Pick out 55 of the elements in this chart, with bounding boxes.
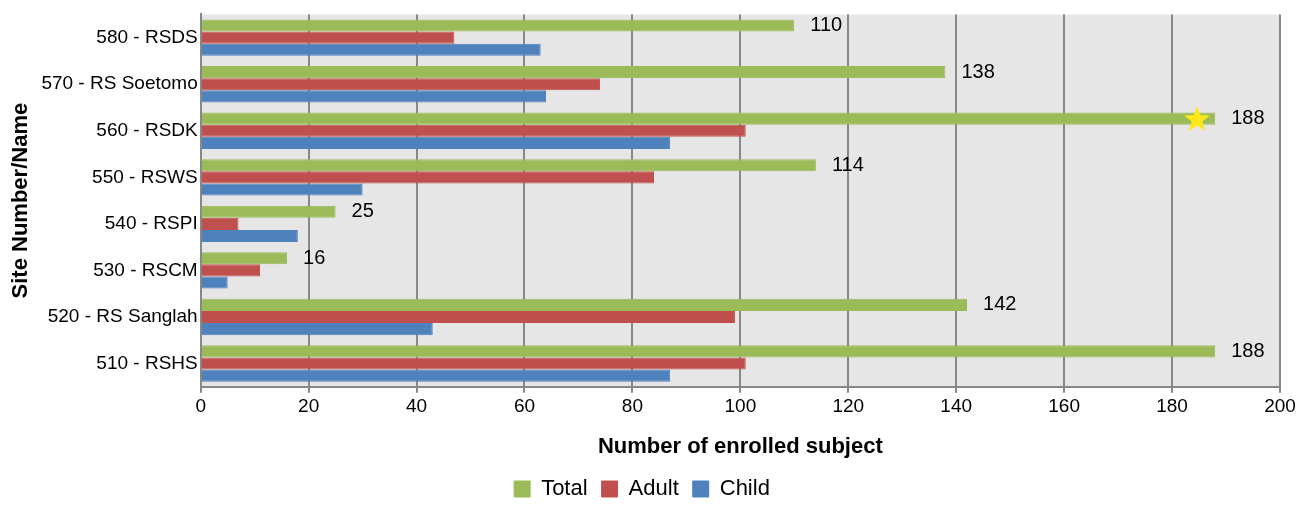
legend-label: Total (541, 475, 588, 501)
data-label: 138 (961, 59, 995, 82)
x-tick-label: 120 (832, 395, 865, 417)
x-tick-label: 80 (621, 395, 643, 417)
bar (201, 264, 261, 277)
bar (201, 298, 967, 311)
y-tick-label: 540 - RSPI (104, 212, 198, 234)
bar (201, 136, 671, 149)
bar (201, 369, 671, 382)
bar (201, 43, 541, 56)
y-tick-label: 550 - RSWS (92, 165, 198, 187)
bar (201, 78, 601, 91)
bar (201, 276, 228, 289)
y-tick-label: 570 - RS Soetomo (41, 72, 198, 94)
x-tick-label: 60 (513, 395, 536, 417)
x-tick-label: 140 (940, 395, 973, 417)
x-tick-label: 20 (298, 395, 320, 417)
data-label: 142 (983, 292, 1017, 315)
data-label: 114 (831, 152, 864, 175)
bar (201, 357, 746, 370)
x-axis-title: Number of enrolled subject (597, 432, 884, 458)
data-label: 188 (1231, 338, 1265, 361)
y-axis-title: Site Number/Name (7, 102, 33, 299)
bar (201, 66, 946, 79)
bar (201, 345, 1216, 358)
bar (201, 252, 288, 265)
x-tick-label: 200 (1264, 395, 1296, 417)
x-tick-label: 160 (1048, 395, 1080, 417)
bar (201, 159, 816, 172)
x-tick-label: 0 (195, 395, 206, 417)
bar (201, 217, 239, 230)
y-tick-label: 580 - RSDS (96, 25, 198, 47)
legend-label: Adult (628, 475, 679, 501)
bar (201, 19, 795, 32)
y-tick-label: 510 - RSHS (96, 351, 198, 373)
bar (201, 183, 363, 196)
y-tick-label: 560 - RSDK (96, 119, 199, 141)
bar (201, 310, 735, 324)
bar (201, 323, 433, 336)
bar (201, 205, 336, 218)
bar (201, 229, 298, 243)
bar (201, 90, 547, 103)
bar (201, 171, 655, 184)
data-label: 25 (351, 199, 374, 222)
data-label: 110 (810, 13, 843, 36)
bar (201, 31, 455, 44)
bar (201, 124, 746, 137)
legend-label: Child (719, 475, 770, 501)
x-tick-label: 180 (1156, 395, 1188, 417)
x-tick-label: 40 (405, 395, 428, 417)
data-label: 188 (1231, 106, 1265, 129)
x-tick-label: 100 (724, 395, 757, 417)
y-tick-label: 520 - RS Sanglah (47, 305, 198, 327)
data-label: 16 (303, 245, 326, 268)
y-tick-label: 530 - RSCM (93, 258, 198, 280)
